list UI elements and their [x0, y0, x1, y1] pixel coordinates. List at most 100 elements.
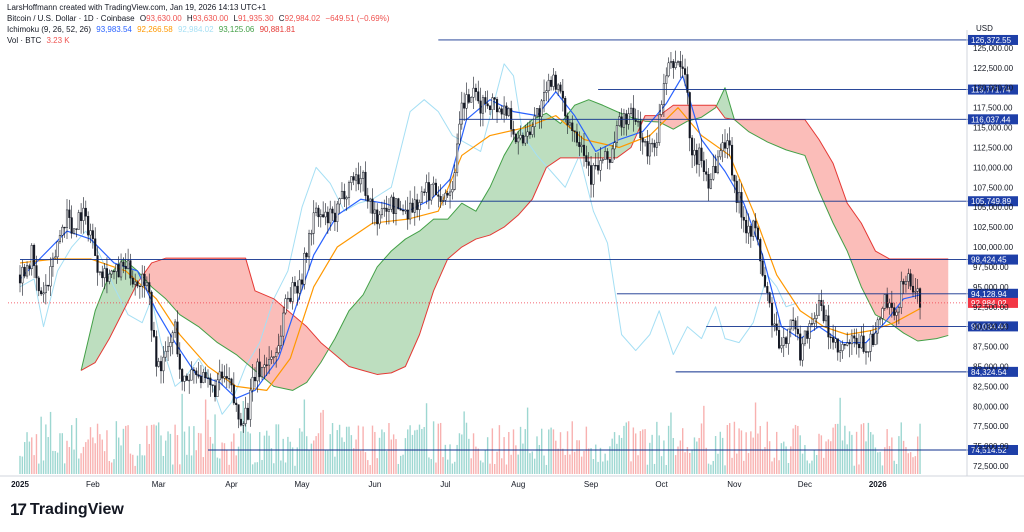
x-tick-label: Feb [86, 480, 100, 489]
volume-bar [738, 428, 740, 474]
volume-bar [461, 434, 463, 474]
candle-body [406, 209, 409, 220]
candle-body [446, 192, 449, 196]
volume-bar [771, 461, 773, 474]
volume-bar [851, 434, 853, 474]
volume-bar [40, 416, 42, 474]
candle-body [124, 265, 127, 269]
y-tick-label: 120,000.00 [973, 84, 1014, 93]
candle-body [669, 60, 673, 64]
candle-body [825, 315, 828, 322]
candle-body [848, 342, 851, 345]
volume-bar [303, 399, 306, 474]
volume-bar [705, 447, 707, 474]
symbol-legend[interactable]: Bitcoin / U.S. Dollar · 1D · Coinbase O9… [7, 14, 392, 24]
volume-bar [47, 437, 49, 474]
volume-bar [162, 455, 165, 474]
candle-body [28, 265, 31, 269]
candle-body [157, 361, 160, 367]
candle-body [61, 226, 64, 236]
volume-bar [486, 437, 489, 474]
candle-body [105, 268, 109, 282]
volume-bar [132, 454, 134, 474]
ichimoku-cloud-segment [735, 119, 949, 342]
volume-bar [611, 438, 613, 474]
candle-body [853, 335, 856, 339]
candle-body [747, 225, 750, 234]
volume-bar [381, 429, 383, 474]
volume-bar [564, 454, 566, 474]
candle-body [98, 271, 101, 273]
volume-bar [249, 433, 251, 474]
volume-bar [597, 461, 599, 474]
candle-body [601, 159, 604, 161]
volume-bar [256, 462, 259, 474]
volume-bar [853, 465, 855, 474]
candle-body [331, 208, 334, 214]
candle-body [881, 308, 884, 319]
candle-body [218, 371, 221, 381]
candle-body [752, 220, 755, 237]
volume-bar [783, 441, 785, 474]
candle-body [867, 351, 870, 353]
volume-bar [324, 449, 327, 474]
volume-bar [353, 448, 355, 474]
volume-bar [881, 465, 884, 474]
volume-bar [569, 454, 571, 474]
y-tick-label: 85,000.00 [973, 362, 1009, 371]
candle-body [204, 372, 207, 379]
candle-body [326, 211, 329, 224]
volume-bar [656, 421, 658, 474]
candle-body [895, 311, 898, 316]
volume-bar [273, 463, 275, 474]
volume-bar [26, 432, 28, 474]
candle-body [817, 300, 821, 316]
candle-body [582, 144, 586, 156]
volume-bar [606, 460, 609, 474]
level-price-label-bg [968, 114, 1018, 125]
y-tick-label: 110,000.00 [973, 163, 1013, 172]
y-tick-label: 125,000.00 [973, 44, 1014, 53]
candle-body [84, 207, 87, 217]
volume-bar [696, 441, 698, 474]
candle-body [350, 176, 353, 183]
volume-bar [526, 407, 529, 474]
volume-bar [148, 443, 150, 474]
candle-body [246, 407, 249, 420]
candle-body [131, 277, 134, 285]
candle-body [561, 90, 564, 99]
candle-body [181, 369, 184, 382]
candle-body [810, 323, 814, 325]
ichimoku-label: Ichimoku (9, 26, 52, 26) [7, 25, 92, 34]
volume-bar [425, 403, 428, 474]
ichimoku-legend[interactable]: Ichimoku (9, 26, 52, 26) 93,983.54 92,26… [7, 25, 298, 35]
candle-body [658, 114, 661, 143]
tradingview-brand[interactable]: 17 TradingView [10, 500, 124, 520]
volume-bar [42, 460, 45, 474]
candle-body [587, 161, 590, 166]
volume-bar [153, 424, 155, 474]
volume-bar [818, 433, 820, 474]
volume-bar [912, 457, 914, 474]
candle-body [256, 361, 259, 382]
volume-bar [522, 443, 524, 474]
volume-bar [63, 463, 66, 474]
volume-bar [418, 424, 421, 474]
volume-bar [914, 456, 917, 474]
volume-bar [327, 450, 329, 474]
candle-body [606, 151, 609, 160]
volume-bar [479, 460, 482, 474]
volume-bar [726, 424, 729, 474]
candle-body [883, 294, 886, 309]
volume-bar [524, 429, 526, 474]
candle-body [879, 318, 882, 321]
candle-body [434, 182, 437, 196]
candle-body [115, 264, 118, 272]
y-tick-label: 97,500.00 [973, 263, 1009, 272]
brand-name: TradingView [29, 501, 124, 518]
candle-body [268, 359, 271, 366]
level-price-label-bg [968, 34, 1018, 45]
candle-body [47, 284, 50, 287]
volume-legend[interactable]: Vol · BTC 3.23 K [7, 36, 73, 46]
